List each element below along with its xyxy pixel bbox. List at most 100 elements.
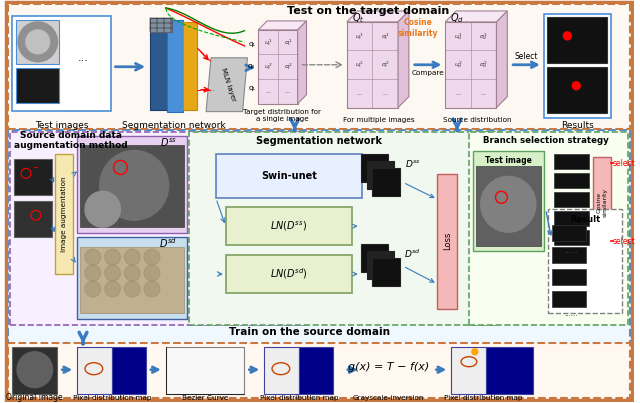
Circle shape — [105, 281, 120, 297]
Circle shape — [100, 150, 169, 220]
Text: select: select — [612, 159, 636, 168]
Text: Pixel distribution map: Pixel distribution map — [444, 395, 523, 401]
Bar — [367, 162, 394, 189]
Polygon shape — [184, 22, 197, 110]
Text: select: select — [612, 237, 636, 246]
Bar — [216, 154, 362, 198]
Bar — [226, 255, 352, 293]
Text: ...: ... — [481, 91, 486, 96]
Circle shape — [144, 249, 160, 265]
Circle shape — [17, 352, 52, 388]
Text: Results: Results — [561, 121, 593, 130]
Bar — [77, 347, 111, 394]
Text: $u_d^2$: $u_d^2$ — [454, 59, 463, 70]
Bar — [226, 207, 352, 245]
Text: Cosine
similarity: Cosine similarity — [596, 188, 607, 217]
Bar — [16, 20, 60, 64]
Text: q₁: q₁ — [248, 41, 255, 47]
Text: Pixel distribution map: Pixel distribution map — [74, 395, 152, 401]
Text: $u_d^1$: $u_d^1$ — [454, 31, 463, 42]
Circle shape — [85, 265, 100, 281]
Polygon shape — [166, 20, 184, 112]
Text: Cosine
similarity: Cosine similarity — [397, 18, 438, 37]
Text: ...: ... — [77, 53, 88, 63]
Bar — [547, 67, 607, 112]
Text: Segmentation network: Segmentation network — [122, 121, 225, 130]
Bar — [111, 347, 146, 394]
Circle shape — [563, 32, 572, 40]
Polygon shape — [259, 21, 307, 30]
Circle shape — [124, 249, 140, 265]
Text: q₂: q₂ — [248, 63, 255, 69]
Text: $\sigma_t^1$: $\sigma_t^1$ — [381, 31, 390, 42]
Bar — [593, 158, 611, 247]
Bar — [347, 22, 398, 108]
Circle shape — [144, 281, 160, 297]
Bar — [8, 129, 630, 344]
Bar — [77, 237, 188, 319]
Bar — [14, 201, 52, 237]
Bar — [372, 168, 400, 196]
Circle shape — [105, 265, 120, 281]
Bar — [360, 244, 388, 272]
Text: Pixel distribution map: Pixel distribution map — [260, 395, 339, 401]
Text: $\sigma_t^2$: $\sigma_t^2$ — [284, 61, 292, 72]
Bar — [554, 154, 589, 169]
Circle shape — [18, 22, 58, 62]
Polygon shape — [298, 21, 307, 104]
Circle shape — [85, 281, 100, 297]
Bar — [451, 347, 486, 394]
Circle shape — [481, 177, 536, 232]
Text: Grayscale-inversion: Grayscale-inversion — [353, 395, 424, 401]
Circle shape — [85, 191, 120, 227]
Bar — [259, 30, 298, 104]
Bar — [476, 166, 541, 246]
Polygon shape — [445, 11, 508, 22]
Bar — [544, 14, 611, 118]
Text: $Q_d$: $Q_d$ — [450, 11, 464, 25]
Text: $\sigma_t^1$: $\sigma_t^1$ — [284, 37, 292, 48]
Text: ...: ... — [285, 89, 291, 94]
Bar — [554, 230, 589, 245]
Text: Train on the source domain: Train on the source domain — [229, 327, 390, 337]
Text: MLN layer: MLN layer — [220, 67, 236, 102]
Text: Source domain data
augmentation method: Source domain data augmentation method — [15, 131, 128, 150]
Bar — [8, 343, 630, 398]
Bar — [360, 154, 388, 182]
Text: ......: ...... — [564, 311, 578, 317]
Circle shape — [472, 349, 478, 355]
Bar — [554, 192, 589, 207]
Text: Original image: Original image — [6, 393, 63, 402]
Bar — [554, 173, 589, 188]
Polygon shape — [206, 58, 248, 112]
Bar — [80, 145, 184, 227]
Text: ...: ... — [356, 91, 363, 96]
Bar — [552, 225, 586, 241]
Bar — [367, 251, 394, 279]
Text: $u_t^2$: $u_t^2$ — [355, 59, 364, 70]
Bar — [473, 152, 544, 251]
Text: $D^{ss}$: $D^{ss}$ — [161, 136, 177, 149]
Bar — [12, 16, 111, 110]
Text: Loss: Loss — [443, 232, 452, 250]
Polygon shape — [150, 24, 166, 110]
Circle shape — [124, 281, 140, 297]
Bar — [552, 247, 586, 263]
Bar — [264, 347, 299, 394]
Bar — [12, 347, 58, 394]
Polygon shape — [497, 11, 508, 108]
Text: $\sigma_t^2$: $\sigma_t^2$ — [381, 59, 390, 70]
Text: $\sigma_d^1$: $\sigma_d^1$ — [479, 31, 488, 42]
Polygon shape — [398, 11, 409, 108]
Circle shape — [572, 82, 580, 90]
Text: Image augmentation: Image augmentation — [61, 177, 67, 252]
Text: Result: Result — [570, 215, 600, 224]
Bar — [16, 68, 60, 103]
Text: $LN(D^{sd})$: $LN(D^{sd})$ — [270, 267, 308, 281]
Bar — [552, 291, 586, 307]
Text: Compare: Compare — [412, 70, 444, 76]
Circle shape — [105, 249, 120, 265]
Circle shape — [26, 30, 49, 54]
Text: $\sigma_d^2$: $\sigma_d^2$ — [479, 59, 488, 70]
Bar — [8, 4, 630, 129]
